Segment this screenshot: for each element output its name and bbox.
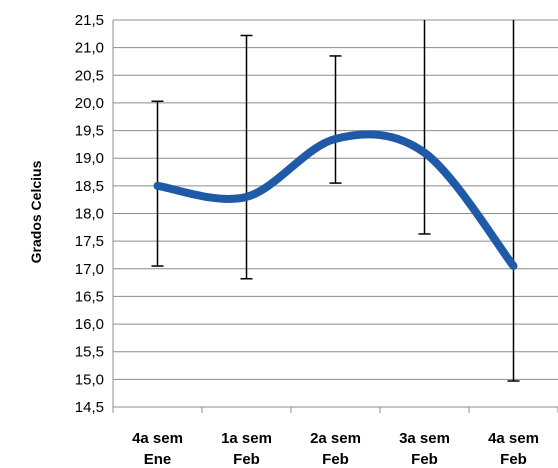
x-tick-label: Feb: [233, 451, 260, 468]
y-axis-title: Grados Celcius: [28, 160, 44, 263]
x-tick-labels: 4a sem Ene 1a sem Feb 2a sem Feb 3a sem Feb 4a s…: [132, 430, 539, 468]
y-tick-label: 14,5: [75, 399, 104, 416]
x-tick-label: 4a sem: [488, 430, 539, 447]
y-tick-label: 16,5: [75, 288, 104, 305]
y-tick-label: 18,0: [75, 206, 104, 223]
x-tick-label: 2a sem: [310, 430, 361, 447]
y-tick-label: 18,5: [75, 178, 104, 195]
y-tick-label: 17,5: [75, 233, 104, 250]
y-tick-label: 21,5: [75, 12, 104, 29]
x-tick-label: 4a sem: [132, 430, 183, 447]
x-tick-label: 1a sem: [221, 430, 272, 447]
x-tick-label: Feb: [411, 451, 438, 468]
x-axis: [112, 407, 558, 413]
y-tick-labels: 14,5 15,0 15,5 16,0 16,5 17,0 17,5 18,0 18,5 19,0…: [75, 12, 104, 416]
series-line: [153, 130, 518, 271]
y-tick-label: 15,0: [75, 371, 104, 388]
y-tick-label: 15,5: [75, 344, 104, 361]
y-tick-label: 17,0: [75, 261, 104, 278]
y-tick-label: 21,0: [75, 40, 104, 57]
y-tick-label: 20,0: [75, 95, 104, 112]
x-tick-label: Feb: [500, 451, 527, 468]
y-tick-label: 19,5: [75, 123, 104, 140]
x-tick-label: Feb: [322, 451, 349, 468]
y-tick-label: 19,0: [75, 150, 104, 167]
x-tick-label: Ene: [144, 451, 172, 468]
series-lines: [153, 130, 518, 271]
y-tick-label: 20,5: [75, 67, 104, 84]
y-tick-label: 16,0: [75, 316, 104, 333]
x-tick-label: 3a sem: [399, 430, 450, 447]
